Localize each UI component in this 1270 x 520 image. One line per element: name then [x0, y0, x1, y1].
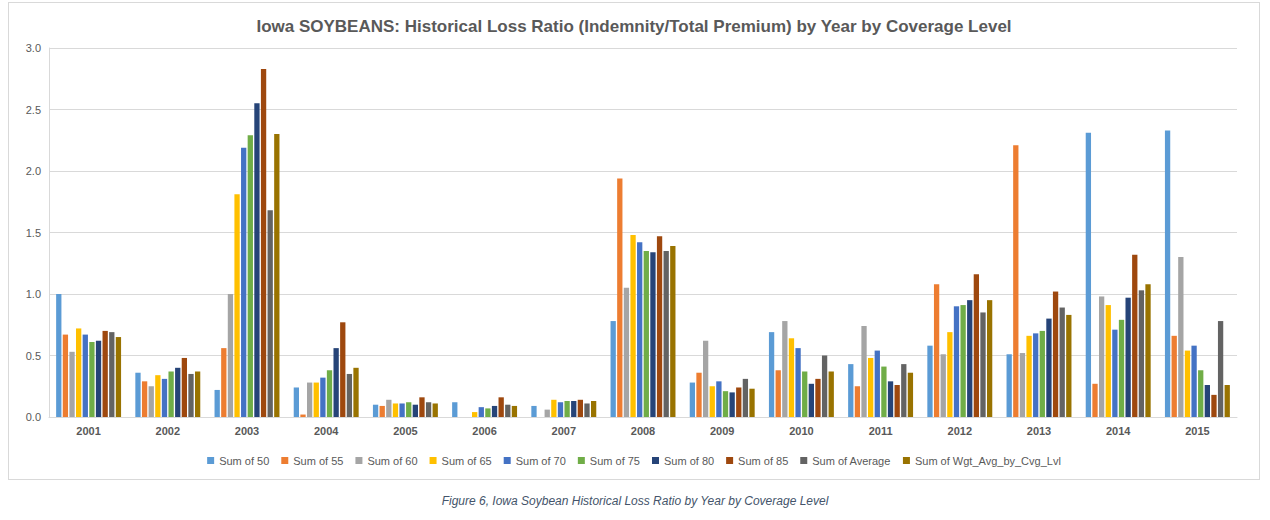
- svg-text:2005: 2005: [393, 425, 417, 437]
- svg-text:2008: 2008: [631, 425, 655, 437]
- svg-text:2013: 2013: [1027, 425, 1051, 437]
- svg-text:2.5: 2.5: [26, 104, 41, 116]
- svg-text:3.0: 3.0: [26, 42, 41, 54]
- html-text:Figure 6, Iowa Soybean Histori: Figure 6, Iowa Soybean Historical Loss R…: [441, 494, 829, 508]
- svg-text:Sum of Wgt_Avg_by_Cvg_Lvl: Sum of Wgt_Avg_by_Cvg_Lvl: [915, 455, 1061, 467]
- svg-text:2012: 2012: [948, 425, 972, 437]
- svg-text:Sum of 85: Sum of 85: [738, 455, 788, 467]
- svg-text:Sum of 60: Sum of 60: [367, 455, 417, 467]
- svg-text:2010: 2010: [789, 425, 813, 437]
- svg-text:Sum of 65: Sum of 65: [442, 455, 492, 467]
- svg-text:Sum of 55: Sum of 55: [293, 455, 343, 467]
- svg-text:2001: 2001: [76, 425, 100, 437]
- svg-text:Sum of 80: Sum of 80: [664, 455, 714, 467]
- svg-text:1.0: 1.0: [26, 288, 41, 300]
- svg-text:0.0: 0.0: [26, 411, 41, 423]
- svg-text:2004: 2004: [314, 425, 339, 437]
- svg-text:2015: 2015: [1185, 425, 1209, 437]
- svg-text:0.5: 0.5: [26, 350, 41, 362]
- svg-text:2003: 2003: [235, 425, 259, 437]
- svg-text:2002: 2002: [156, 425, 180, 437]
- svg-text:Sum of 50: Sum of 50: [219, 455, 269, 467]
- svg-text:2014: 2014: [1106, 425, 1131, 437]
- svg-text:Sum of 75: Sum of 75: [590, 455, 640, 467]
- svg-text:2011: 2011: [869, 425, 893, 437]
- svg-text:Sum of 70: Sum of 70: [516, 455, 566, 467]
- svg-text:1.5: 1.5: [26, 227, 41, 239]
- svg-text:Iowa SOYBEANS: Historical Loss: Iowa SOYBEANS: Historical Loss Ratio (In…: [256, 17, 1011, 36]
- svg-text:2007: 2007: [552, 425, 576, 437]
- svg-text:Sum of Average: Sum of Average: [812, 455, 890, 467]
- svg-text:2009: 2009: [710, 425, 734, 437]
- svg-text:2.0: 2.0: [26, 165, 41, 177]
- svg-text:2006: 2006: [472, 425, 496, 437]
